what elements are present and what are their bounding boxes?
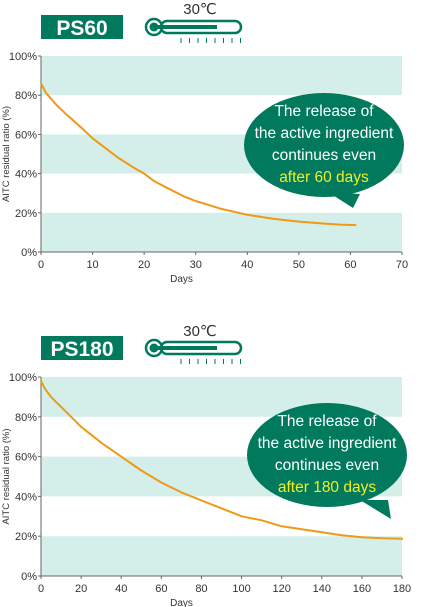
callout-text-line: The release of: [274, 103, 374, 120]
x-tick-label: 140: [313, 583, 331, 595]
x-tick-label: 30: [190, 259, 202, 271]
chart-ps60: PS60 30℃ 0% 20% 40% 60% 80% 100% 0 10 20 30 40 50 60 70…: [1, 1, 408, 285]
product-label: PS60: [56, 17, 107, 40]
callout-text-line: The release of: [277, 413, 377, 430]
y-tick-label: 60%: [15, 129, 37, 141]
x-tick-label: 0: [38, 259, 44, 271]
x-axis-label: Days: [170, 598, 193, 607]
x-tick-label: 20: [138, 259, 150, 271]
callout-tail: [360, 500, 391, 519]
x-tick-label: 20: [75, 583, 87, 595]
temperature-label: 30℃: [183, 1, 217, 18]
y-tick-label: 40%: [15, 491, 37, 503]
grid-band: [41, 56, 402, 96]
x-tick-label: 160: [353, 583, 371, 595]
x-tick-label: 180: [393, 583, 411, 595]
y-axis-label: AITC residual ratio (%): [1, 106, 12, 202]
y-tick-label: 40%: [15, 169, 37, 181]
callout-bubble: [247, 403, 407, 507]
x-tick-label: 50: [293, 259, 305, 271]
x-tick-label: 40: [115, 583, 127, 595]
y-tick-label: 100%: [9, 372, 37, 384]
y-tick-label: 80%: [15, 90, 37, 102]
y-tick-label: 100%: [9, 51, 37, 63]
series-line: [40, 82, 357, 227]
x-tick-label: 40: [241, 259, 253, 271]
product-label-badge: [41, 15, 123, 39]
callout-text-line: the active ingredient: [255, 125, 394, 142]
x-tick-label: 10: [86, 259, 98, 271]
y-axis-label: AITC residual ratio (%): [1, 428, 12, 524]
x-tick-label: 70: [396, 259, 408, 271]
product-label-badge: [41, 336, 123, 360]
x-tick-label: 120: [272, 583, 290, 595]
x-tick-label: 100: [232, 583, 250, 595]
callout-text-line: continues even: [275, 457, 379, 474]
callout-highlight: after 60 days: [279, 169, 369, 186]
y-tick-label: 0%: [21, 247, 37, 259]
y-tick-label: 20%: [15, 208, 37, 220]
thermometer-icon: [144, 17, 243, 43]
callout-highlight: after 180 days: [278, 479, 376, 496]
y-tick-label: 0%: [21, 571, 37, 583]
callout-text-line: continues even: [272, 147, 376, 164]
y-tick-label: 80%: [15, 412, 37, 424]
y-tick-label: 20%: [15, 531, 37, 543]
x-tick-label: 0: [38, 583, 44, 595]
thermometer-icon: [144, 338, 243, 364]
temperature-label: 30℃: [183, 323, 217, 340]
product-label: PS180: [50, 338, 113, 361]
x-tick-label: 80: [195, 583, 207, 595]
grid-band: [41, 212, 402, 252]
callout-text-line: the active ingredient: [258, 435, 397, 452]
thermometer-mercury: [154, 25, 217, 29]
x-tick-label: 60: [155, 583, 167, 595]
series-line: [40, 380, 403, 540]
grid-band: [41, 536, 402, 576]
chart-ps180: PS180 30℃ 0% 20% 40% 60% 80% 100% 0 20 40 60 80 100 12…: [1, 323, 411, 607]
x-axis-label: Days: [170, 274, 193, 285]
callout-bubble: [244, 93, 404, 197]
y-tick-label: 60%: [15, 452, 37, 464]
thermometer-mercury: [154, 346, 217, 350]
x-tick-label: 60: [344, 259, 356, 271]
